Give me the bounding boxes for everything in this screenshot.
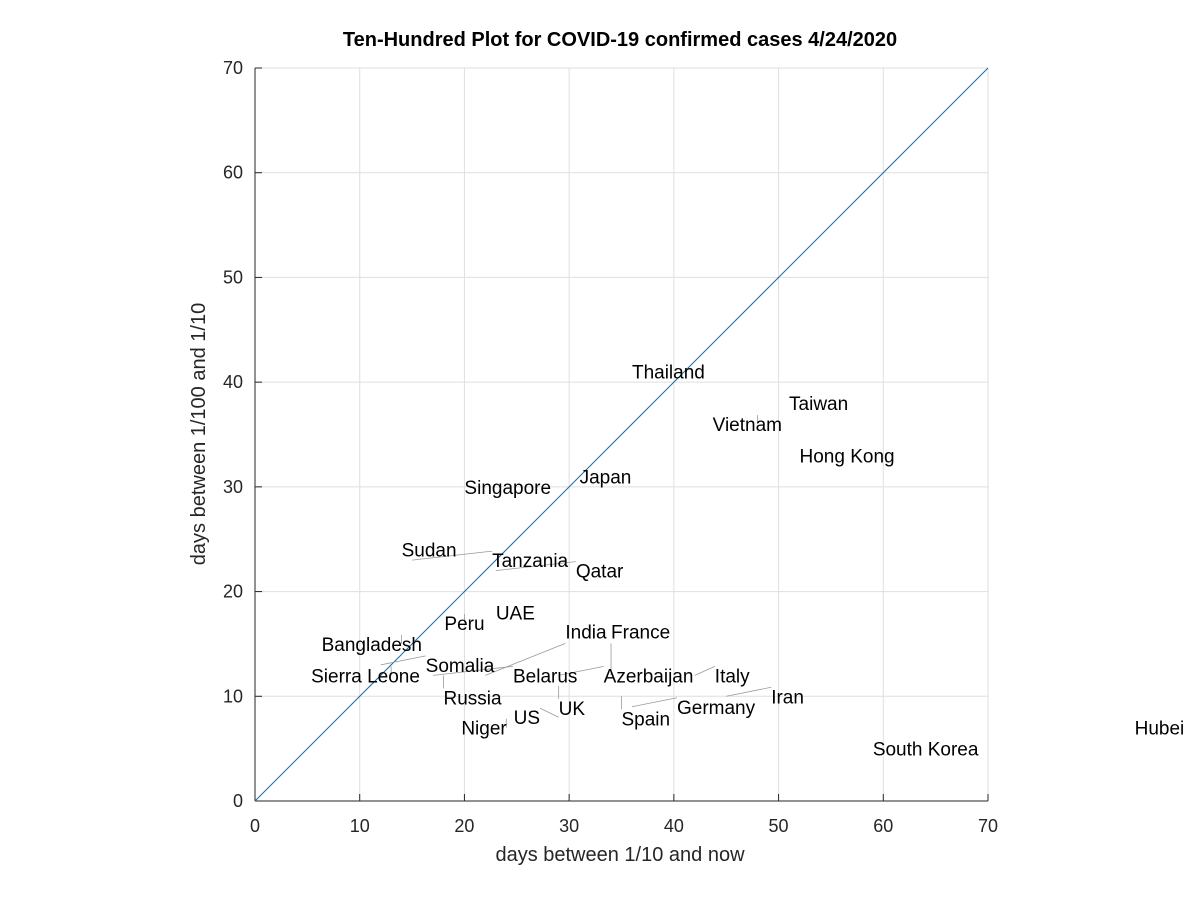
point-label: Iran [771,687,804,708]
point-label: Spain [622,709,671,730]
leader-line [631,697,678,708]
point-label: Germany [677,698,756,719]
point-label: Hubei [1135,719,1185,740]
point-label: Thailand [632,363,705,384]
axes [254,67,989,802]
point-label: Peru [444,614,484,635]
point-label: Belarus [513,666,577,687]
leader-line [432,665,514,676]
point-label: US [514,708,540,729]
point-label: Tanzania [492,551,568,572]
x-tick-label: 50 [769,816,789,836]
point-label: Sierra Leone [311,666,420,687]
leader-line [380,655,426,666]
y-tick-label: 50 [223,267,243,287]
leader-line [726,686,772,697]
y-tick-label: 20 [223,582,243,602]
point-label: Sudan [402,541,457,562]
point-label: Azerbaijan [604,666,694,687]
point-label: India [565,622,607,643]
y-tick-label: 60 [223,163,243,183]
x-axis-label: days between 1/10 and now [495,844,745,866]
point-label: Italy [715,666,750,687]
leader-line [412,550,493,561]
leader-line [539,707,559,718]
x-tick-label: 70 [978,816,998,836]
point-label: Singapore [464,478,551,499]
chart-title: Ten-Hundred Plot for COVID-19 confirmed … [343,29,897,51]
point-label: Niger [461,719,507,740]
x-tick-label: 60 [873,816,893,836]
leader-line [558,665,604,676]
y-tick-label: 30 [223,477,243,497]
y-tick-label: 10 [223,686,243,706]
point-label: Russia [443,688,502,709]
point-label: Vietnam [713,415,782,436]
point-label: Somalia [426,656,495,677]
x-tick-label: 20 [454,816,474,836]
point-label: France [611,622,670,643]
point-label: Bangladesh [322,635,422,656]
label-leader-lines [380,415,772,728]
x-tick-label: 10 [350,816,370,836]
leader-line [694,665,715,676]
x-tick-label: 40 [664,816,684,836]
point-label: South Korea [873,740,979,761]
point-label: UAE [496,604,535,625]
tick-labels: 0 10 20 30 40 50 60 70 0 10 20 30 40 50 60 70 [223,58,998,836]
point-label: Japan [580,467,632,488]
reference-line-y-equals-x [254,67,989,802]
point-label: UK [559,699,586,720]
leader-line [485,642,566,676]
y-axis-label: days between 1/100 and 1/10 [188,303,210,565]
point-label: Qatar [576,562,624,583]
leader-line [495,561,576,572]
point-label: Taiwan [789,394,848,415]
x-tick-label: 30 [559,816,579,836]
point-labels: Thailand Taiwan Vietnam Hong Kong Japan Singa… [311,363,1184,761]
y-tick-label: 40 [223,372,243,392]
point-label: Hong Kong [800,446,895,467]
y-tick-label: 70 [223,58,243,78]
y-tick-label: 0 [233,791,243,811]
grid [254,67,989,802]
x-tick-label: 0 [250,816,260,836]
